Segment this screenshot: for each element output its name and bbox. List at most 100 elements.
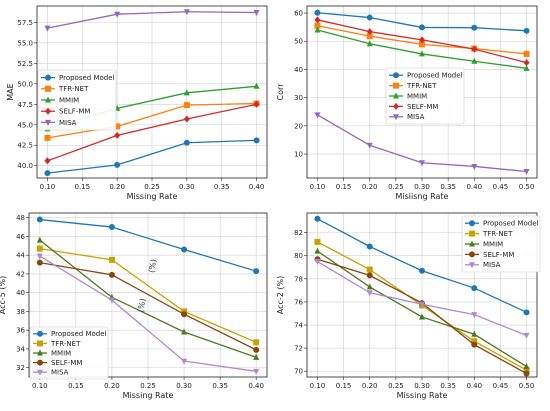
data-point: [471, 57, 478, 64]
y-tick-label: 52.5: [17, 60, 33, 68]
data-point: [114, 123, 121, 130]
data-point: [419, 313, 425, 320]
y-tick-label: 36: [16, 327, 25, 335]
legend-label: SELF-MM: [59, 108, 90, 116]
legend-label: Proposed Model: [51, 330, 107, 338]
data-point: [366, 283, 373, 290]
data-point: [366, 28, 373, 36]
series-line-proposed-model: [39, 218, 257, 272]
legend-label: MISA: [59, 119, 77, 127]
x-tick-label: 0.45: [493, 183, 509, 191]
data-point: [36, 245, 43, 252]
legend-label: Proposed Model: [59, 74, 115, 82]
data-point: [44, 170, 51, 177]
x-tick-label: 0.15: [68, 382, 84, 390]
data-point: [366, 40, 373, 47]
data-point: [183, 139, 190, 146]
x-tick-label: 0.30: [414, 183, 430, 191]
data-point: [419, 24, 425, 31]
data-point: [114, 131, 121, 139]
legend-marker: [393, 102, 399, 110]
series-line-self-mm: [47, 103, 257, 162]
legend-label: MMIM: [407, 92, 427, 100]
legend: Proposed Model TFR-NET MMIM SELF-MM MISA: [385, 67, 465, 125]
x-tick-label: 0.10: [40, 183, 56, 191]
x-tick-label: 0.40: [249, 183, 265, 191]
legend-label: TFR-NET: [482, 230, 513, 238]
y-tick-label: 20: [294, 122, 303, 130]
x-tick-label: 0.50: [519, 382, 535, 390]
legend-label: SELF-MM: [407, 103, 438, 111]
data-point: [253, 353, 260, 360]
data-point: [523, 169, 530, 176]
acc2-chart: 0.10 0.15 0.20 0.25 0.30 0.35 0.40 0.45 0.50 70 72…: [276, 212, 541, 400]
data-point: [419, 301, 425, 308]
legend-label: SELF-MM: [483, 251, 514, 259]
legend-label: MMIM: [59, 96, 79, 104]
y-tick-label: 50: [294, 38, 303, 46]
legend-label: Proposed Model: [407, 72, 463, 80]
series-line-misa: [47, 11, 257, 29]
x-tick-label: 0.25: [140, 382, 156, 390]
y-axis-label: Acc-5 (%): [0, 276, 7, 315]
legend-box: [385, 67, 465, 125]
legend-label: TFR-NET: [406, 82, 437, 90]
data-point: [366, 33, 373, 40]
y-tick-label: 38: [16, 308, 25, 316]
data-point: [181, 328, 188, 335]
y-tick-label: 30: [294, 94, 303, 102]
x-tick-label: 0.20: [362, 183, 378, 191]
acc5-chart: 0.10 0.15 0.20 0.25 0.30 0.35 0.40 32 34 36 38 40 42…: [0, 212, 268, 400]
x-tick-label: 0.30: [176, 382, 192, 390]
data-point: [471, 45, 478, 53]
x-tick-label: 0.15: [336, 183, 352, 191]
data-point: [523, 332, 530, 339]
legend-label: SELF-MM: [51, 359, 82, 367]
x-tick-label: 0.35: [440, 382, 456, 390]
data-point: [471, 24, 478, 31]
data-point: [36, 216, 43, 223]
legend-label: TFR-NET: [50, 340, 81, 348]
legend-marker: [469, 230, 475, 237]
data-point: [253, 10, 260, 17]
legend-marker: [469, 262, 475, 269]
legend-marker: [45, 107, 51, 115]
axes-frame: [306, 212, 538, 378]
y-tick-label: 40: [294, 66, 303, 74]
x-axis-label: Misiisng Rate: [396, 192, 449, 201]
data-point: [253, 368, 260, 375]
data-point: [183, 89, 190, 96]
data-point: [366, 142, 373, 149]
x-tick-label: 0.10: [310, 382, 326, 390]
y-tick-label: 55.0: [17, 39, 33, 47]
data-point: [181, 246, 188, 253]
x-tick-label: 0.35: [214, 183, 230, 191]
data-point: [471, 163, 478, 170]
y-axis-label: Corr: [276, 83, 285, 101]
data-point: [44, 25, 51, 32]
legend-marker: [393, 82, 399, 89]
y-tick-label: 10: [294, 151, 303, 159]
y-tick-label: 82: [294, 229, 303, 237]
x-tick-label: 0.40: [466, 183, 482, 191]
y-tick-label: 40.0: [17, 162, 33, 170]
series-line-misa: [39, 255, 257, 373]
legend-label: TFR-NET: [58, 85, 89, 93]
legend-box: [37, 69, 117, 131]
x-tick-label: 0.15: [336, 382, 352, 390]
y-tick-label: 57.5: [17, 19, 33, 27]
series-line-proposed-model: [47, 139, 257, 174]
y-tick-label: 76: [294, 298, 303, 306]
data-point: [253, 268, 260, 275]
legend-marker: [393, 72, 399, 79]
legend-marker: [37, 330, 43, 337]
x-tick-label: 0.35: [212, 382, 228, 390]
data-point: [366, 266, 373, 273]
data-point: [183, 102, 190, 109]
data-point: [366, 272, 373, 279]
data-point: [183, 115, 190, 123]
y-tick-label: 78: [294, 275, 303, 283]
legend-marker: [393, 92, 399, 99]
data-point: [523, 59, 530, 67]
